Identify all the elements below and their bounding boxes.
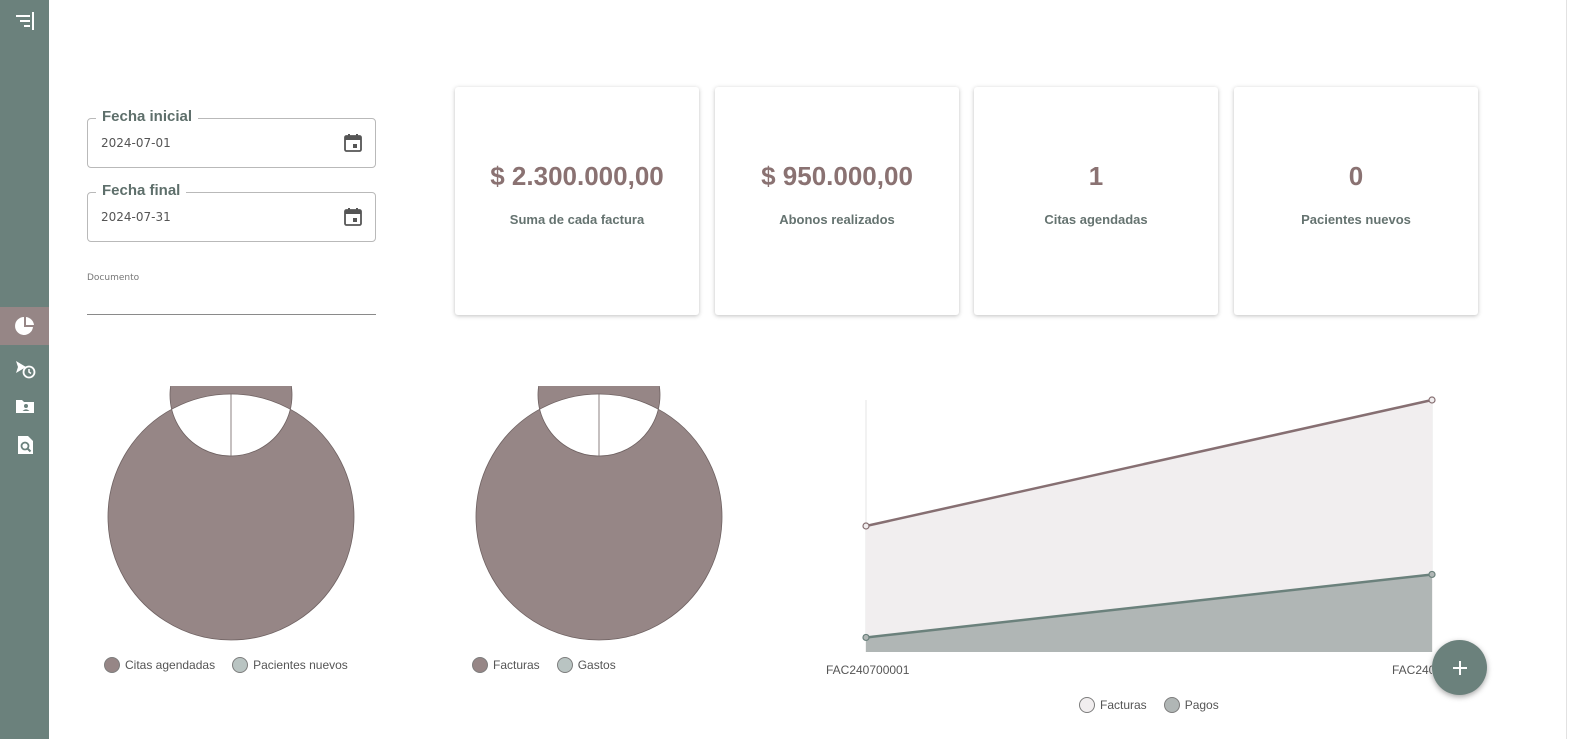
add-button[interactable] [1432, 640, 1487, 695]
document-search-icon [17, 436, 33, 454]
sidebar-item-appointments[interactable] [0, 349, 49, 387]
stat-label: Abonos realizados [779, 212, 895, 227]
calendar-icon[interactable] [342, 206, 364, 228]
plus-icon [1452, 660, 1467, 675]
legend-label: Citas agendadas [125, 658, 216, 672]
legend-item[interactable]: Citas agendadas [104, 657, 215, 673]
stat-value: $ 950.000,00 [761, 161, 913, 191]
end-date-label: Fecha final [96, 182, 187, 199]
sidebar-item-dashboard[interactable] [0, 307, 49, 345]
data-point[interactable] [862, 633, 870, 642]
stat-card-new-patients: 0 Pacientes nuevos [1234, 87, 1478, 315]
legend-label: Gastos [577, 658, 616, 672]
stat-label: Suma de cada factura [509, 212, 645, 227]
donut-slice[interactable] [107, 386, 355, 641]
stat-label: Citas agendadas [1044, 212, 1148, 227]
legend-item[interactable]: Facturas [1079, 697, 1147, 713]
menu-collapse-icon [15, 12, 34, 30]
appointments-chart-legend: Citas agendadas Pacientes nuevos [104, 657, 365, 673]
area-series-line [865, 398, 1433, 528]
area-series-fill [866, 574, 1432, 652]
legend-swatch [556, 657, 573, 673]
invoices-chart-legend: Facturas Gastos [472, 657, 633, 673]
menu-toggle-button[interactable] [0, 2, 49, 40]
end-date-value[interactable]: 2024-07-31 [101, 210, 171, 224]
invoices-donut-chart [475, 386, 723, 641]
stat-value: 1 [1088, 161, 1104, 191]
legend-label: Pacientes nuevos [253, 658, 348, 672]
legend-swatch [472, 657, 488, 673]
pie-chart-icon [14, 317, 34, 335]
stat-card-appointments: 1 Citas agendadas [974, 87, 1218, 315]
legend-swatch [1079, 697, 1095, 713]
document-label: Documento [87, 273, 140, 283]
stat-card-invoice-total: $ 2.300.000,00 Suma de cada factura [455, 87, 699, 315]
area-chart-legend: Facturas Pagos [1079, 697, 1236, 713]
data-point[interactable] [862, 522, 870, 530]
document-input[interactable] [87, 287, 376, 315]
stat-card-payments: $ 950.000,00 Abonos realizados [715, 87, 959, 315]
legend-label: Pagos [1184, 698, 1219, 712]
calendar-icon[interactable] [342, 132, 364, 154]
vertical-scrollbar[interactable] [1566, 0, 1586, 739]
invoices-payments-area-chart [862, 396, 1436, 652]
legend-swatch [232, 657, 249, 673]
contact-folder-icon [15, 400, 34, 413]
area-series-line [865, 573, 1433, 639]
data-point[interactable] [1428, 396, 1436, 404]
x-tick-label: FAC240700001 [826, 663, 910, 677]
end-date-field[interactable]: Fecha final 2024-07-31 [87, 182, 376, 242]
start-date-label: Fecha inicial [96, 108, 199, 125]
legend-swatch [1163, 697, 1180, 713]
data-point[interactable] [1428, 570, 1436, 579]
flight-schedule-icon [15, 361, 35, 379]
legend-label: Facturas [493, 658, 540, 672]
stat-value: $ 2.300.000,00 [490, 161, 664, 191]
legend-item[interactable]: Gastos [556, 657, 616, 673]
legend-item[interactable]: Pagos [1163, 697, 1219, 713]
legend-item[interactable]: Facturas [472, 657, 540, 673]
legend-label: Facturas [1100, 698, 1147, 712]
start-date-value[interactable]: 2024-07-01 [101, 136, 171, 150]
x-tick-label: FAC24070 [1392, 663, 1432, 677]
start-date-field[interactable]: Fecha inicial 2024-07-01 [87, 108, 376, 168]
legend-item[interactable]: Pacientes nuevos [232, 657, 348, 673]
sidebar [0, 0, 49, 739]
appointments-donut-chart [107, 386, 355, 641]
stat-label: Pacientes nuevos [1301, 212, 1411, 227]
donut-slice[interactable] [475, 386, 723, 641]
sidebar-item-search-documents[interactable] [0, 426, 49, 464]
legend-swatch [104, 657, 120, 673]
stat-value: 0 [1348, 161, 1364, 191]
sidebar-item-patients[interactable] [0, 387, 49, 425]
